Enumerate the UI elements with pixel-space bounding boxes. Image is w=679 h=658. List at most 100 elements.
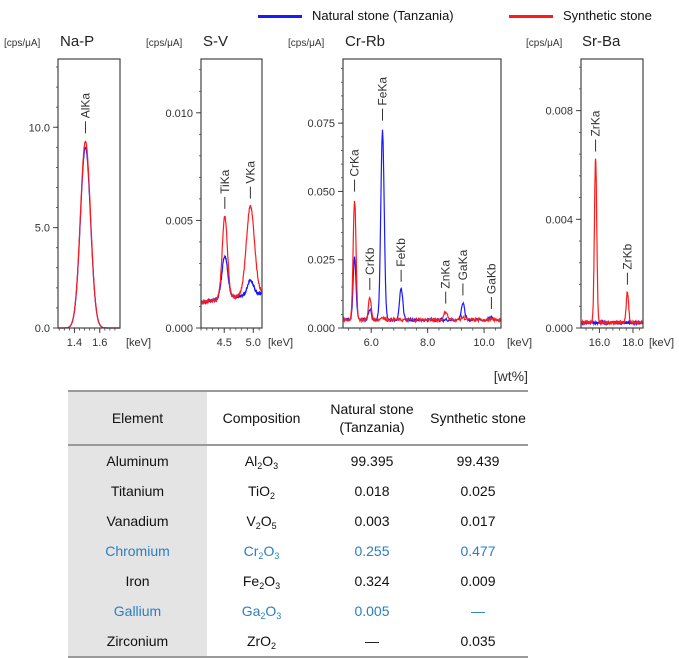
y-tick-label: 0.050 <box>307 186 335 198</box>
cell-element: Chromium <box>68 536 207 566</box>
legend-swatch-synthetic <box>509 15 553 19</box>
x-tick-label: 16.0 <box>589 337 610 349</box>
legend-natural: Natural stone (Tanzania) <box>258 8 454 23</box>
table-row: Vanadium V2O5 0.003 0.017 <box>68 506 528 536</box>
peak-label-fekb: FeKb <box>394 238 408 267</box>
table-unit: [wt%] <box>493 368 528 384</box>
legend-label-synthetic: Synthetic stone <box>563 8 652 23</box>
cell-composition: Fe2O3 <box>242 573 281 591</box>
x-axis-label: [keV] <box>507 337 532 349</box>
series-line-synthetic <box>200 204 263 306</box>
y-unit-label: [cps/μA] <box>4 38 41 49</box>
legend-swatch-natural <box>258 15 302 19</box>
cell-natural: 0.324 <box>354 573 390 589</box>
cell-natural: 0.005 <box>354 603 390 619</box>
y-tick-label: 0.025 <box>307 255 335 267</box>
series-line-synthetic <box>342 200 502 324</box>
cell-synthetic: — <box>471 603 485 619</box>
cell-composition: Cr2O3 <box>243 543 280 561</box>
peak-label-zrka: ZrKa <box>589 110 603 136</box>
peak-label-crkb: CrKb <box>363 247 377 275</box>
y-tick-label: 0.000 <box>545 323 573 335</box>
table-header-row: Element Composition Natural stone (Tanzan… <box>68 391 528 445</box>
x-tick-label: 8.0 <box>420 337 435 349</box>
spectra-charts: Natural stone (Tanzania) Synthetic stone… <box>4 8 674 349</box>
peak-label-gakb: GaKb <box>484 263 498 294</box>
y-tick-label: 0.010 <box>165 108 193 120</box>
cell-composition: Ga2O3 <box>241 603 282 621</box>
plot-frame <box>342 58 502 329</box>
header-natural-line2: (Tanzania) <box>339 419 405 435</box>
cell-element: Zirconium <box>68 626 207 657</box>
table-row: Gallium Ga2O3 0.005 — <box>68 596 528 626</box>
panel-title: S-V <box>203 33 229 50</box>
y-tick-label: 0.008 <box>545 106 573 118</box>
y-tick-label: 0.000 <box>307 323 335 335</box>
y-tick-label: 5.0 <box>35 223 50 235</box>
cell-synthetic: 0.009 <box>460 573 496 589</box>
cell-natural: 0.018 <box>354 483 390 499</box>
cell-composition: ZrO2 <box>246 633 277 651</box>
header-composition: Composition <box>222 410 301 426</box>
y-tick-label: 0.004 <box>545 214 573 226</box>
table-row: Iron Fe2O3 0.324 0.009 <box>68 566 528 596</box>
cell-element: Vanadium <box>68 506 207 536</box>
series-line-natural <box>342 129 502 324</box>
y-unit-label: [cps/μA] <box>288 38 325 49</box>
cell-element: Iron <box>68 566 207 596</box>
series-line-synthetic <box>580 158 644 327</box>
panel-title: Cr-Rb <box>345 33 385 50</box>
cell-synthetic: 0.025 <box>460 483 496 499</box>
peak-label-alka: AlKa <box>78 93 92 119</box>
x-tick-label: 5.0 <box>246 337 261 349</box>
plot-frame <box>200 58 263 329</box>
x-tick-label: 1.4 <box>67 337 82 349</box>
x-tick-label: 6.0 <box>364 337 379 349</box>
cell-synthetic: 0.035 <box>460 633 496 649</box>
x-axis-label: [keV] <box>126 337 151 349</box>
peak-label-gaka: GaKa <box>456 249 470 280</box>
x-tick-label: 1.6 <box>92 337 107 349</box>
peak-label-feka: FeKa <box>376 77 390 106</box>
cell-element: Titanium <box>68 476 207 506</box>
composition-table: Element Composition Natural stone (Tanzan… <box>68 390 528 658</box>
cell-natural: — <box>365 633 379 649</box>
table-row: Chromium Cr2O3 0.255 0.477 <box>68 536 528 566</box>
y-unit-label: [cps/μA] <box>526 38 563 49</box>
plot-frame <box>57 58 121 329</box>
x-axis-label: [keV] <box>649 337 674 349</box>
cell-natural: 99.395 <box>350 453 394 469</box>
table-row: Aluminum Al2O3 99.395 99.439 <box>68 445 528 476</box>
y-tick-label: 0.005 <box>165 215 193 227</box>
y-tick-label: 0.075 <box>307 118 335 130</box>
peak-label-znka: ZnKa <box>439 260 453 289</box>
header-natural: Natural stone (Tanzania) <box>316 391 428 445</box>
y-unit-label: [cps/μA] <box>146 38 183 49</box>
cell-natural: 0.255 <box>354 543 390 559</box>
panel-title: Na-P <box>60 33 95 50</box>
peak-label-tika: TiKa <box>218 169 232 194</box>
series-line-synthetic <box>58 140 120 329</box>
cell-natural: 0.003 <box>354 513 390 529</box>
legend-synthetic: Synthetic stone <box>509 8 652 23</box>
x-tick-label: 4.5 <box>217 337 232 349</box>
cell-synthetic: 0.477 <box>460 543 496 559</box>
y-tick-label: 0.000 <box>165 323 193 335</box>
cell-synthetic: 99.439 <box>456 453 500 469</box>
panel-title: Sr-Ba <box>582 33 621 50</box>
x-tick-label: 10.0 <box>473 337 494 349</box>
x-axis-label: [keV] <box>268 337 293 349</box>
y-tick-label: 0.0 <box>35 323 50 335</box>
cell-element: Aluminum <box>68 445 207 476</box>
cell-composition: V2O5 <box>246 513 277 531</box>
peak-label-vka: VKa <box>243 161 257 184</box>
header-natural-line1: Natural stone <box>330 401 414 417</box>
header-element: Element <box>68 391 207 445</box>
table-body: Aluminum Al2O3 99.395 99.439 Titanium TiO2 0.0… <box>68 445 528 657</box>
legend-label-natural: Natural stone (Tanzania) <box>312 8 454 23</box>
table-row: Zirconium ZrO2 — 0.035 <box>68 626 528 657</box>
header-synthetic: Synthetic stone <box>430 410 526 426</box>
plot-frame <box>580 58 644 329</box>
peak-label-zrkb: ZrKb <box>620 243 634 269</box>
cell-element: Gallium <box>68 596 207 626</box>
